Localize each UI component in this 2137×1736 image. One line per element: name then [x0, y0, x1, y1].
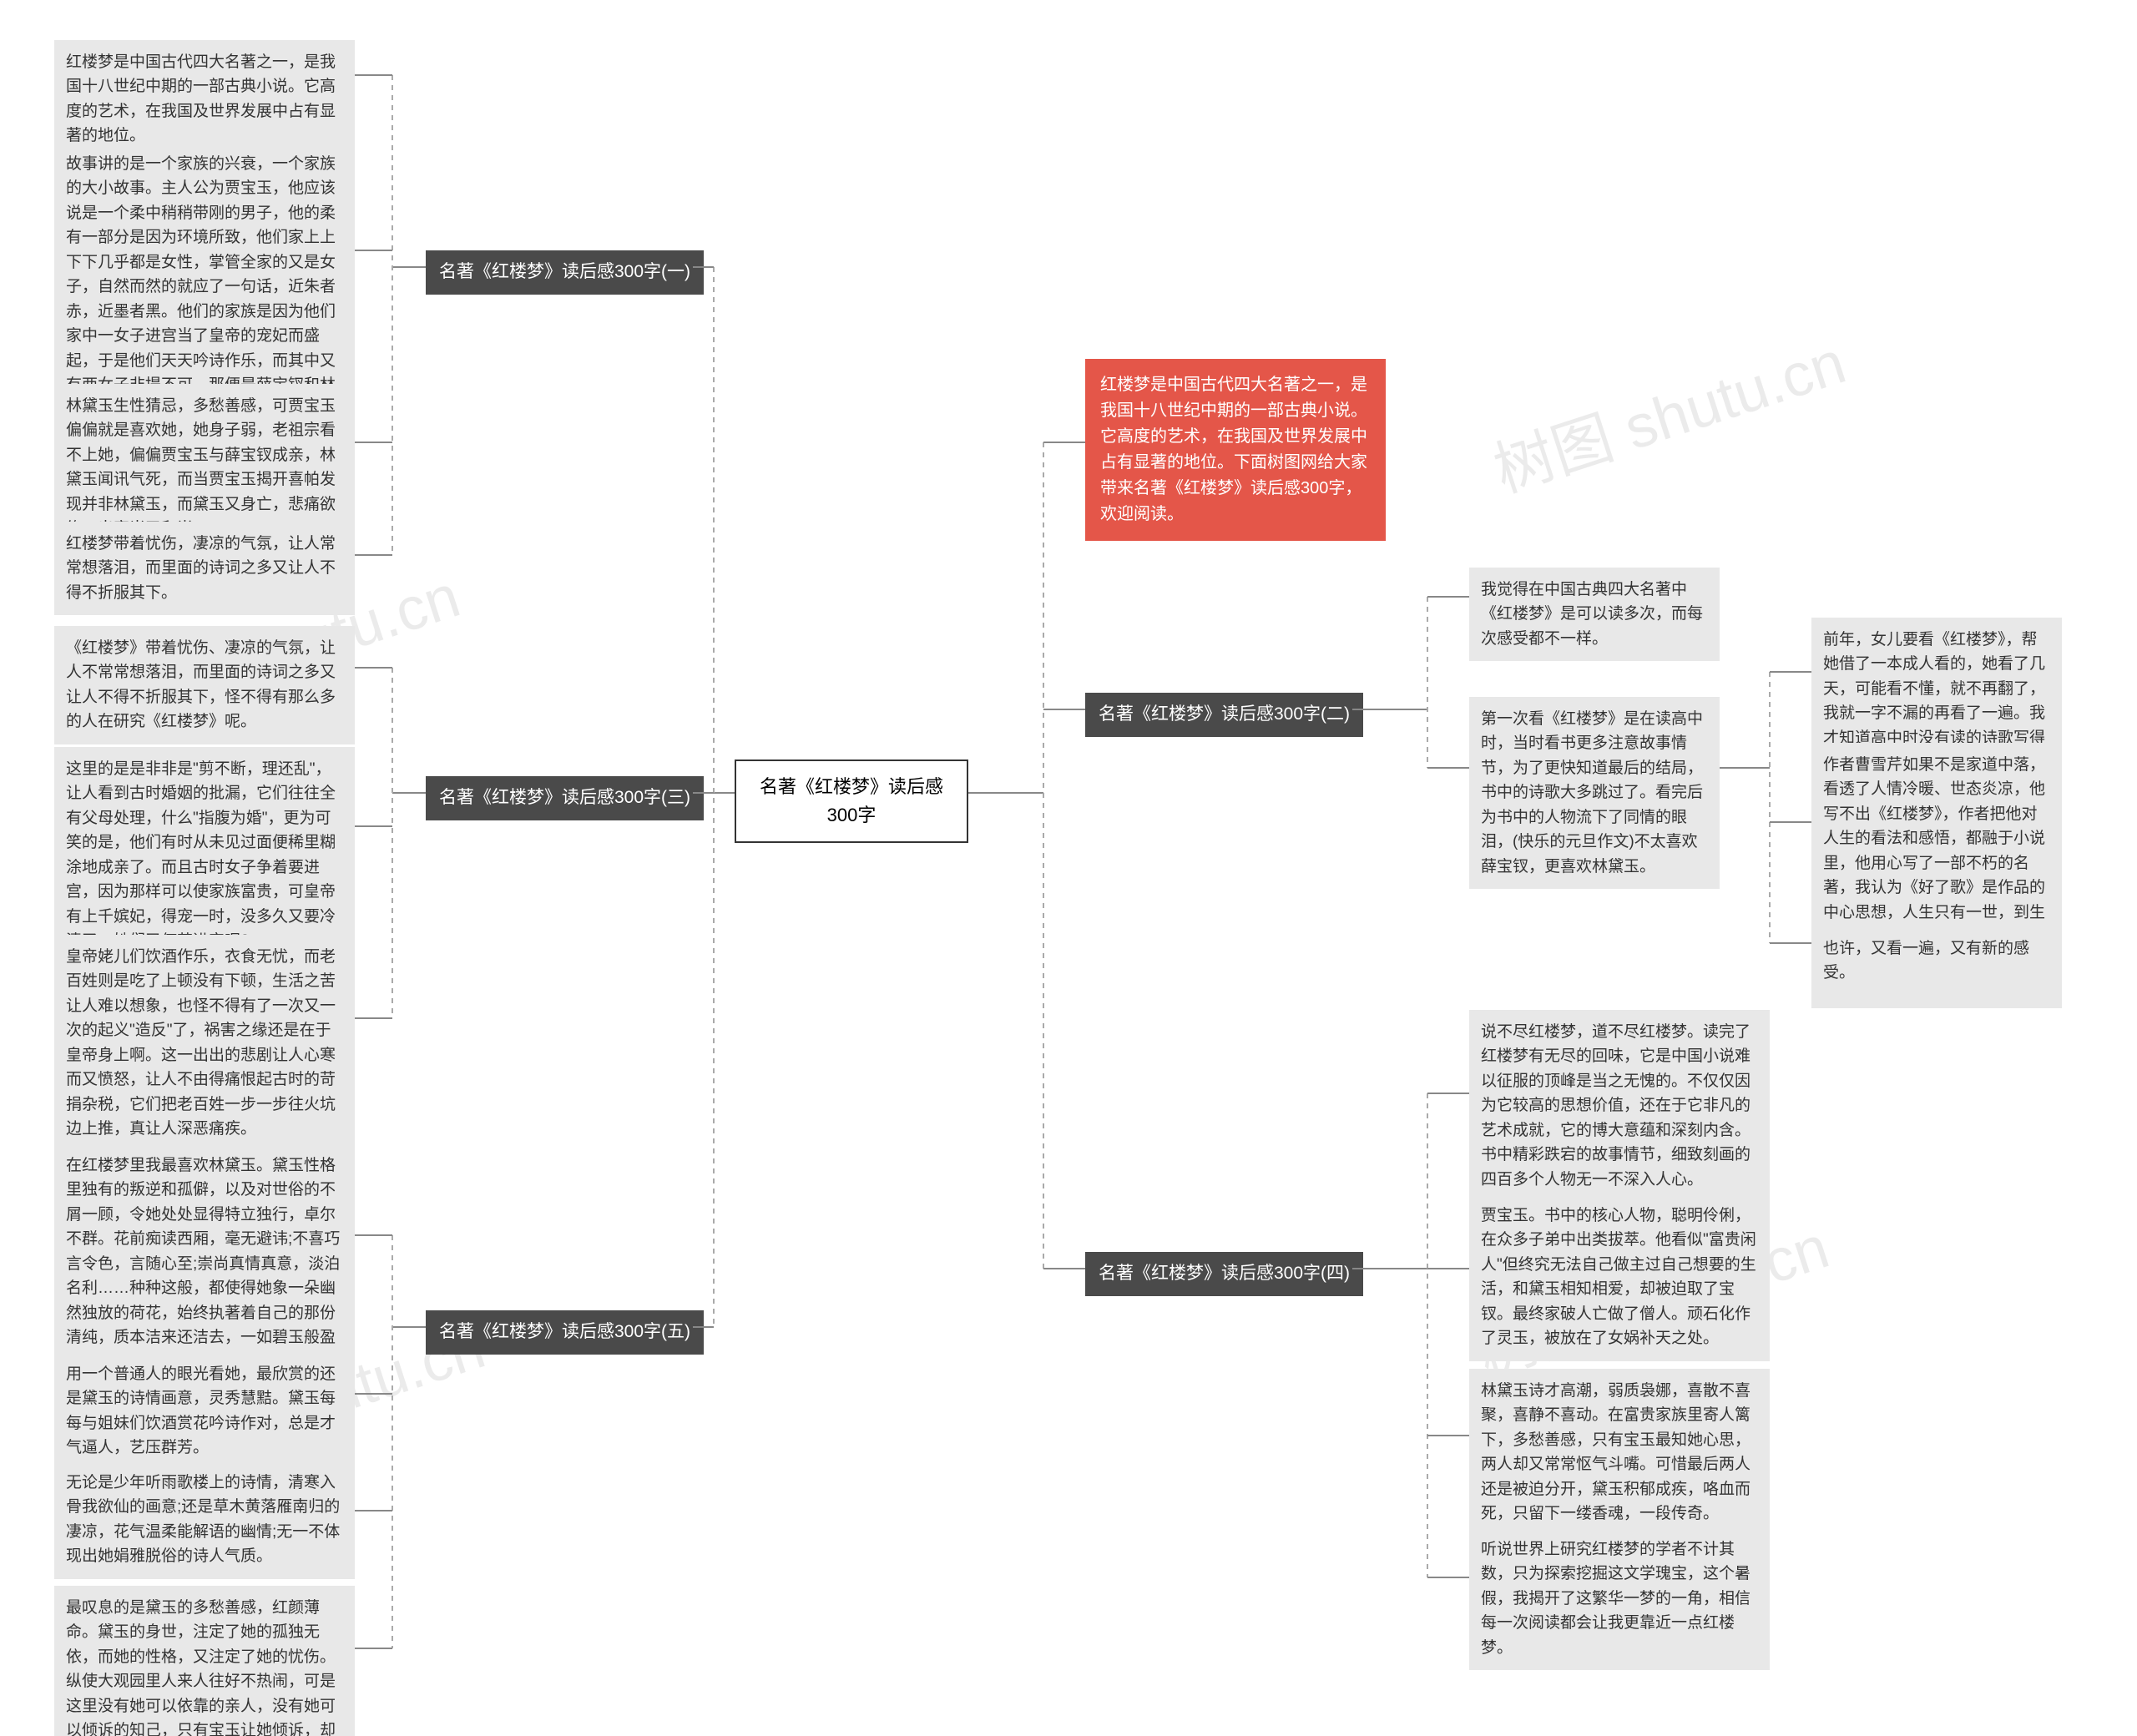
leaf-c5-3: 最叹息的是黛玉的多愁善感，红颜薄命。黛玉的身世，注定了她的孤独无依，而她的性格，… [54, 1586, 355, 1736]
leaf-c2-1: 第一次看《红楼梦》是在读高中时，当时看书更多注意故事情节，为了更快知道最后的结局… [1469, 697, 1720, 889]
leaf-c3-1: 这里的是是非非是"剪不断，理还乱"，让人看到古时婚姻的批漏，它们往往全有父母处理… [54, 747, 355, 964]
mindmap-stage: 树图 shutu.cn 树图 shutu.cn 树图 shutu.cn 树图 s… [0, 0, 2137, 1736]
leaf-c4-2: 林黛玉诗才高潮，弱质袅娜，喜散不喜聚，喜静不喜动。在富贵家族里寄人篱下，多愁善感… [1469, 1369, 1770, 1537]
leaf-c2-sub-2: 也许，又看一遍，又有新的感受。 [1811, 926, 2062, 996]
chapter-1: 名著《红楼梦》读后感300字(一) [426, 250, 704, 295]
leaf-c1-0: 红楼梦是中国古代四大名著之一，是我国十八世纪中期的一部古典小说。它高度的艺术，在… [54, 40, 355, 159]
leaf-c5-2: 无论是少年听雨歌楼上的诗情，清寒入骨我欲仙的画意;还是草木黄落雁南归的凄凉，花气… [54, 1461, 355, 1579]
center-node: 名著《红楼梦》读后感300字 [735, 760, 968, 843]
leaf-c1-3: 红楼梦带着忧伤，凄凉的气氛，让人常常想落泪，而里面的诗词之多又让人不得不折服其下… [54, 522, 355, 615]
leaf-c4-0: 说不尽红楼梦，道不尽红楼梦。读完了红楼梦有无尽的回味，它是中国小说难以征服的顶峰… [1469, 1010, 1770, 1202]
leaf-c4-3: 听说世界上研究红楼梦的学者不计其数，只为探索挖掘这文学瑰宝，这个暑假，我揭开了这… [1469, 1527, 1770, 1670]
intro-node: 红楼梦是中国古代四大名著之一，是我国十八世纪中期的一部古典小说。它高度的艺术，在… [1085, 359, 1386, 541]
leaf-c5-1: 用一个普通人的眼光看她，最欣赏的还是黛玉的诗情画意，灵秀慧黠。黛玉每每与姐妹们饮… [54, 1352, 355, 1471]
leaf-c3-0: 《红楼梦》带着忧伤、凄凉的气氛，让人不常常想落泪，而里面的诗词之多又让人不得不折… [54, 626, 355, 744]
leaf-c2-0: 我觉得在中国古典四大名著中《红楼梦》是可以读多次，而每次感受都不一样。 [1469, 568, 1720, 661]
chapter-3: 名著《红楼梦》读后感300字(三) [426, 776, 704, 820]
chapter-2: 名著《红楼梦》读后感300字(二) [1085, 693, 1363, 737]
chapter-4: 名著《红楼梦》读后感300字(四) [1085, 1252, 1363, 1296]
chapter-5: 名著《红楼梦》读后感300字(五) [426, 1310, 704, 1355]
leaf-c4-1: 贾宝玉。书中的核心人物，聪明伶俐，在众多子弟中出类拔萃。他看似"富贵闲人"但终究… [1469, 1194, 1770, 1361]
leaf-c3-2: 皇帝姥儿们饮酒作乐，衣食无忧，而老百姓则是吃了上顿没有下顿，生活之苦让人难以想象… [54, 935, 355, 1152]
leaf-c5-0: 在红楼梦里我最喜欢林黛玉。黛玉性格里独有的叛逆和孤僻，以及对世俗的不屑一顾，令她… [54, 1143, 355, 1385]
watermark: 树图 shutu.cn [1481, 313, 1854, 509]
